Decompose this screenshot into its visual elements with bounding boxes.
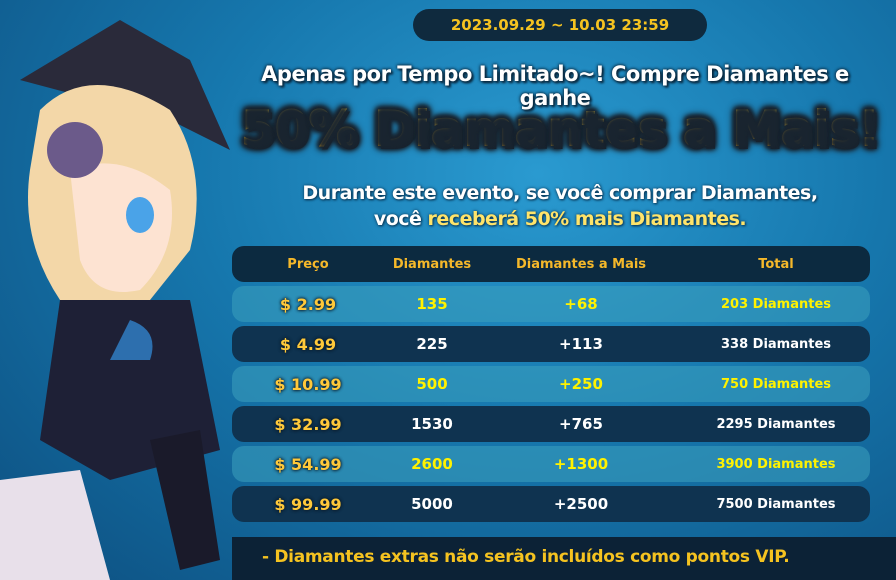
diamonds-cell: 500 <box>416 375 448 393</box>
table-row: $ 4.99 225 +113 338 Diamantes <box>232 326 870 362</box>
total-cell: 203 Diamantes <box>720 296 832 312</box>
total-cell: 338 Diamantes <box>720 336 832 352</box>
description-highlight: receberá 50% mais Diamantes. <box>427 208 747 230</box>
table-row: $ 99.99 5000 +2500 7500 Diamantes <box>232 486 870 522</box>
bonus-cell: +1300 <box>553 455 609 473</box>
character-illustration <box>0 20 230 580</box>
diamonds-cell: 2600 <box>411 455 453 473</box>
promo-title: 50% Diamantes a Mais! <box>240 100 880 158</box>
table-header: Preço Diamantes Diamantes a Mais Total <box>232 246 870 282</box>
bonus-cell: +68 <box>564 295 598 313</box>
table-row: $ 32.99 1530 +765 2295 Diamantes <box>232 406 870 442</box>
description-line1: Durante este evento, se você comprar Dia… <box>302 182 818 204</box>
diamonds-cell: 1530 <box>411 415 453 433</box>
header-diamonds: Diamantes <box>392 256 472 272</box>
bonus-cell: +2500 <box>553 495 609 513</box>
price-cell: $ 32.99 <box>274 414 342 434</box>
description-text: você <box>373 208 428 230</box>
event-date-badge: 2023.09.29 ~ 10.03 23:59 <box>413 9 707 41</box>
headline: Apenas por Tempo Limitado~! Compre Diama… <box>261 62 849 110</box>
table-row: $ 54.99 2600 +1300 3900 Diamantes <box>232 446 870 482</box>
price-cell: $ 2.99 <box>279 294 337 314</box>
total-cell: 750 Diamantes <box>720 376 832 392</box>
diamonds-cell: 5000 <box>411 495 453 513</box>
diamonds-cell: 135 <box>416 295 448 313</box>
header-price: Preço <box>287 256 329 272</box>
header-total: Total <box>758 256 794 272</box>
price-cell: $ 54.99 <box>274 454 342 474</box>
bonus-cell: +250 <box>559 375 603 393</box>
price-cell: $ 10.99 <box>274 374 342 394</box>
total-cell: 7500 Diamantes <box>716 496 836 512</box>
header-bonus: Diamantes a Mais <box>515 256 647 272</box>
table-row: $ 10.99 500 +250 750 Diamantes <box>232 366 870 402</box>
bonus-cell: +765 <box>559 415 603 433</box>
price-cell: $ 4.99 <box>279 334 337 354</box>
bonus-cell: +113 <box>559 335 603 353</box>
pricing-table: Preço Diamantes Diamantes a Mais Total $… <box>232 246 870 526</box>
diamonds-cell: 225 <box>416 335 448 353</box>
description-line2: você receberá 50% mais Diamantes. <box>240 208 880 230</box>
total-cell: 3900 Diamantes <box>716 456 836 472</box>
total-cell: 2295 Diamantes <box>716 416 836 432</box>
price-cell: $ 99.99 <box>274 494 342 514</box>
vip-note: - Diamantes extras não serão incluídos c… <box>232 537 896 580</box>
table-row: $ 2.99 135 +68 203 Diamantes <box>232 286 870 322</box>
